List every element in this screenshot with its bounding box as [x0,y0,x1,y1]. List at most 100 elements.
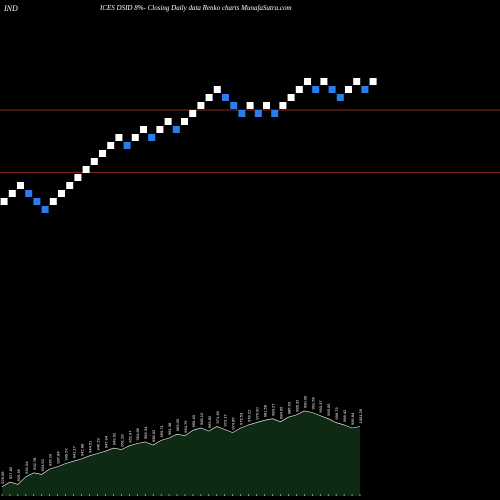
volume-label: 952.97 [127,430,132,443]
up-brick [263,102,270,109]
up-brick [213,86,221,93]
volume-label: 995.05 [326,403,331,416]
volume-label: 961.38 [167,422,172,435]
down-brick [33,198,41,205]
volume-label: 934.52 [40,458,45,471]
volume-label: 944.51 [88,440,93,453]
volume-label: 959.71 [159,424,164,437]
volume-label: 926.06 [0,471,5,484]
volume-area [2,411,360,496]
up-brick [279,102,287,109]
up-brick [246,102,254,109]
volume-label: 981.58 [263,404,268,417]
volume-label: 988.32 [294,399,299,412]
up-brick [140,126,147,133]
down-brick [41,206,49,213]
up-brick [181,118,188,125]
renko-bricks [0,78,377,213]
down-brick [172,126,180,133]
volume-label: 969.82 [207,415,212,428]
up-brick [345,86,352,93]
up-brick [131,134,139,141]
up-brick [287,94,295,101]
volume-ticks [1,494,361,496]
up-brick [107,142,115,149]
volume-label: 939.52 [64,448,69,461]
up-brick [197,102,205,109]
volume-label: 974.85 [231,417,236,430]
volume-label: 929.35 [16,468,21,481]
volume-label: 983.27 [270,403,275,416]
down-brick [271,110,279,117]
volume-label: 991.68 [310,397,315,410]
volume-label: 1001.26 [358,408,363,423]
volume-label: 993.37 [318,400,323,413]
volume-label: 932.78 [32,457,37,470]
up-brick [17,182,24,189]
up-brick [115,134,123,141]
up-brick [320,78,328,85]
down-brick [238,110,246,117]
volume-label: 971.49 [215,410,220,423]
volume-outline [1,410,361,487]
up-brick [189,110,197,117]
up-brick [205,94,213,101]
volume-label: 947.94 [103,435,108,448]
down-brick [148,134,156,141]
volume-label: 936.20 [48,453,53,466]
volume-label: 984.95 [278,406,283,419]
down-brick [222,94,229,101]
volume-label: 958.02 [151,429,156,442]
volume-label: 976.53 [239,412,244,425]
volume-label: 978.22 [247,409,252,422]
volume-label: 986.63 [286,401,291,414]
volume-label: 941.17 [72,445,77,458]
down-brick [254,110,262,117]
up-brick [49,198,57,205]
down-brick [123,142,131,149]
up-brick [0,198,8,205]
volume-label: 951.28 [119,434,124,447]
volume-label: 954.68 [135,427,140,440]
exchange-label: IND [4,4,18,13]
down-brick [25,190,33,197]
up-brick [156,126,164,133]
up-brick [304,78,311,85]
up-brick [295,86,303,93]
volume-label: 996.73 [334,407,339,420]
chart-title: ICES DSID 8%- Closing Daily data Renko c… [100,4,292,12]
up-brick [99,150,106,157]
up-brick [353,78,361,85]
down-brick [312,86,320,93]
volume-label: 968.10 [199,412,204,425]
volume-label: 931.04 [24,461,29,474]
volume-label: 937.84 [56,451,61,464]
volume-label: 998.42 [342,409,347,422]
volume-label: 927.82 [8,466,13,479]
volume-label: 999.84 [350,412,355,425]
down-brick [361,86,369,93]
volume-label: 949.61 [111,432,116,445]
volume-label: 956.34 [143,426,148,439]
volume-label: 964.76 [183,420,188,433]
up-brick [164,118,172,125]
up-brick [58,190,65,197]
volume-label: 942.88 [80,443,85,456]
volume-label: 979.90 [255,407,260,420]
up-brick [66,182,74,189]
volume-label: 966.43 [191,414,196,427]
up-brick [369,78,377,85]
down-brick [336,94,344,101]
down-brick [328,86,336,93]
up-brick [8,190,16,197]
volume-label: 973.17 [223,414,228,427]
down-brick [230,102,238,109]
up-brick [82,166,90,173]
up-brick [90,158,98,165]
volume-label: 963.05 [175,418,180,431]
volume-label: 946.23 [95,437,100,450]
up-brick [74,174,82,181]
volume-label: 990.00 [302,395,307,408]
